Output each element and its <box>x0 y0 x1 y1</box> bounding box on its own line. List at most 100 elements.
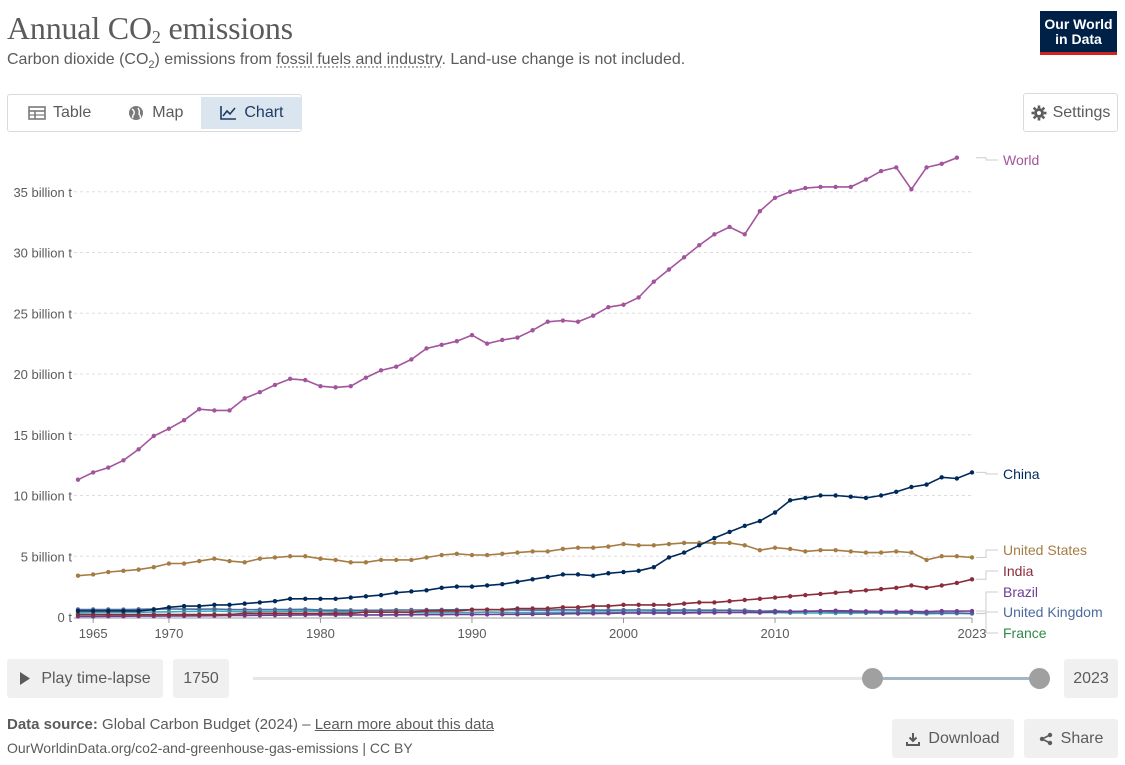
data-point <box>666 267 672 272</box>
data-point <box>484 583 490 588</box>
series-label-brazil[interactable]: Brazil <box>1003 584 1038 600</box>
tab-map-label: Map <box>152 104 184 121</box>
data-point <box>666 541 672 547</box>
start-year-box[interactable]: 1750 <box>173 659 229 698</box>
data-point <box>545 606 550 611</box>
data-point <box>424 555 429 560</box>
data-point <box>121 612 126 617</box>
data-point <box>530 606 535 611</box>
data-point <box>954 476 960 481</box>
data-point <box>106 569 111 575</box>
share-button[interactable]: Share <box>1024 719 1118 758</box>
data-point <box>909 484 914 490</box>
data-point <box>636 295 641 300</box>
data-point <box>530 549 535 554</box>
data-point <box>500 581 505 587</box>
fossil-fuels-link[interactable]: fossil fuels and industry <box>276 51 442 68</box>
data-point <box>545 319 550 324</box>
data-point <box>151 612 156 617</box>
owid-logo[interactable]: Our World in Data <box>1040 11 1117 55</box>
series-label-united-kingdom[interactable]: United Kingdom <box>1003 604 1103 620</box>
data-point <box>878 168 884 174</box>
data-point <box>227 607 232 612</box>
data-point <box>318 607 323 613</box>
data-point <box>287 596 293 601</box>
start-year-handle[interactable] <box>862 668 883 689</box>
data-point <box>894 549 899 554</box>
data-point <box>500 337 505 343</box>
data-point <box>833 590 838 595</box>
data-point <box>439 608 444 614</box>
data-point <box>969 608 975 614</box>
series-label-world[interactable]: World <box>1003 152 1039 168</box>
data-point <box>181 561 187 566</box>
data-point <box>636 543 641 548</box>
download-button[interactable]: Download <box>892 719 1014 758</box>
x-tick-label: 2010 <box>761 626 790 641</box>
data-point <box>151 607 156 612</box>
label-connector <box>976 591 998 612</box>
data-point <box>272 611 278 616</box>
data-point <box>575 319 581 324</box>
data-point <box>257 556 263 561</box>
data-point <box>621 602 626 608</box>
tab-chart-label: Chart <box>244 104 284 121</box>
data-point <box>848 589 853 594</box>
end-year-handle[interactable] <box>1029 668 1050 689</box>
data-point <box>712 540 717 546</box>
settings-button[interactable]: Settings <box>1023 93 1118 132</box>
x-tick-label: 1980 <box>306 626 335 641</box>
data-point <box>318 596 323 601</box>
series-label-united-states[interactable]: United States <box>1003 542 1087 558</box>
data-point <box>712 600 717 605</box>
data-point <box>954 580 960 586</box>
data-point <box>727 610 732 615</box>
data-point <box>318 611 323 616</box>
data-point <box>894 165 899 170</box>
data-point <box>560 318 566 323</box>
data-point <box>575 605 581 610</box>
data-point <box>363 609 369 615</box>
data-point <box>469 584 475 589</box>
data-point <box>454 551 460 557</box>
data-point <box>272 555 278 560</box>
data-point <box>818 591 823 597</box>
play-timelapse-button[interactable]: Play time-lapse <box>7 659 163 698</box>
data-point <box>515 579 520 584</box>
data-point <box>166 605 172 610</box>
timeline-track[interactable] <box>253 677 1040 680</box>
data-point <box>136 567 141 572</box>
timeline-selected-range <box>872 677 1039 680</box>
data-point <box>818 608 823 614</box>
data-point <box>424 588 429 593</box>
series-label-france[interactable]: France <box>1003 625 1047 641</box>
tab-table[interactable]: Table <box>10 97 109 129</box>
data-point <box>803 549 808 554</box>
data-point <box>848 549 853 554</box>
data-point <box>197 607 202 612</box>
learn-more-link[interactable]: Learn more about this data <box>314 716 494 733</box>
data-point <box>727 599 732 604</box>
data-point <box>303 607 308 612</box>
series-label-india[interactable]: India <box>1003 563 1034 579</box>
series-label-china[interactable]: China <box>1003 466 1040 482</box>
data-point <box>803 495 808 501</box>
data-point <box>833 493 838 498</box>
data-point <box>545 611 550 617</box>
label-connector <box>976 471 998 475</box>
tab-chart[interactable]: Chart <box>201 97 302 129</box>
data-point <box>560 611 566 617</box>
data-point <box>818 547 823 553</box>
data-point <box>666 610 672 616</box>
data-point <box>136 608 141 614</box>
data-point <box>863 609 869 614</box>
series-line-brazil <box>78 609 973 618</box>
settings-label: Settings <box>1052 103 1111 121</box>
tab-map[interactable]: Map <box>109 97 201 129</box>
x-tick-label: 1990 <box>458 626 487 641</box>
data-point <box>560 605 566 610</box>
data-point <box>363 560 369 565</box>
end-year-box[interactable]: 2023 <box>1064 659 1118 698</box>
play-icon <box>20 672 31 685</box>
y-tick-label: 0 t <box>58 610 73 625</box>
